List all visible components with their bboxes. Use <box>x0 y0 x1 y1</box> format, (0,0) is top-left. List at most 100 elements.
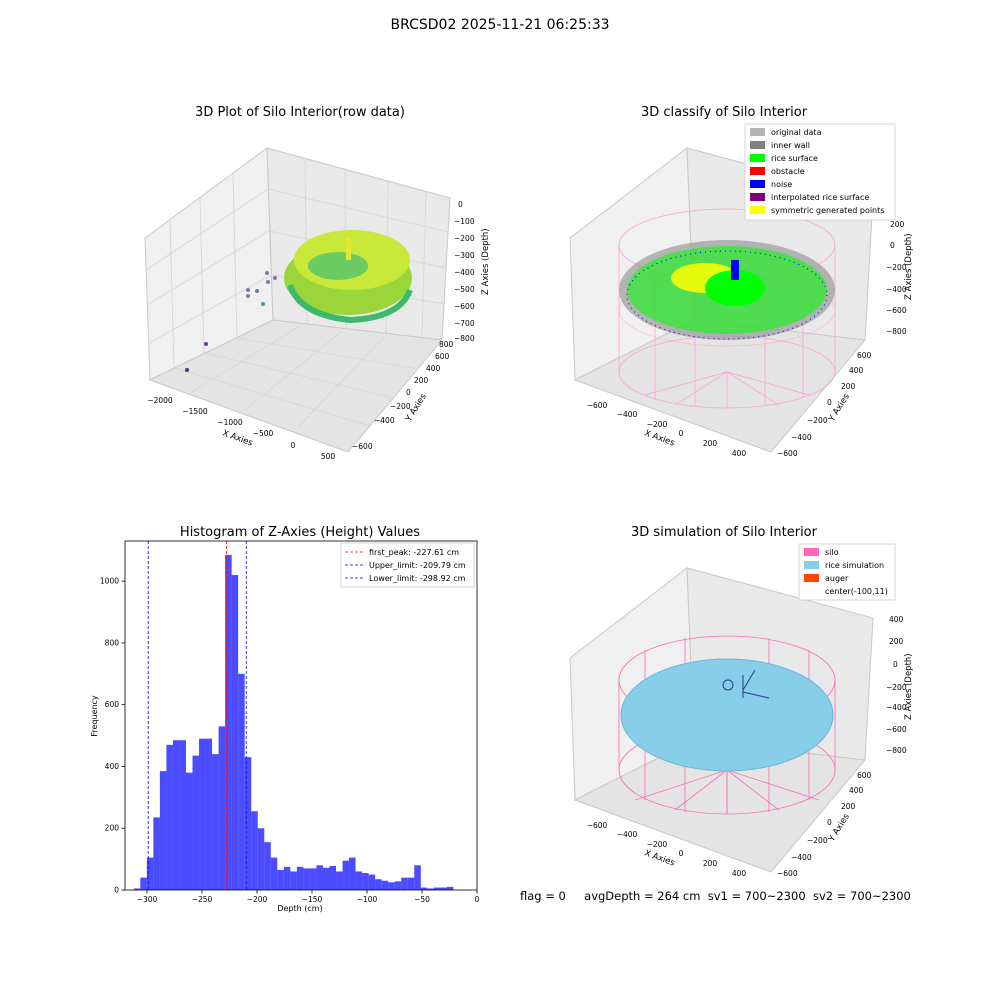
legend-label: original data <box>771 128 822 137</box>
svg-text:−200: −200 <box>807 836 828 845</box>
rice-simulation-surface <box>620 658 834 772</box>
histogram-bar <box>336 871 343 890</box>
cloud-rim <box>287 283 413 324</box>
histogram-bar <box>159 771 167 890</box>
rice-surface-core <box>705 270 765 306</box>
svg-text:−600: −600 <box>454 302 475 311</box>
histogram-bar <box>264 842 271 890</box>
legend-swatch-interpolated <box>750 193 765 201</box>
y-tick-label: 200 <box>105 824 120 833</box>
z-tick-labels: 200 0 −200 −400 −600 −800 <box>886 220 907 336</box>
x-tick-label: −200 <box>247 895 268 904</box>
legend-label: rice simulation <box>825 561 884 570</box>
svg-text:−400: −400 <box>617 830 638 839</box>
histogram-bar <box>205 738 213 890</box>
histogram-bar <box>179 740 186 890</box>
raw-point-cloud <box>185 230 413 372</box>
legend-swatch-original <box>750 128 765 136</box>
auger-marker <box>722 669 770 699</box>
histogram-bar <box>414 865 421 890</box>
histogram-bar <box>440 887 447 890</box>
histogram-bar <box>322 867 330 890</box>
histogram-bar <box>349 857 356 890</box>
svg-text:−600: −600 <box>587 821 608 830</box>
flag-text: flag = 0 <box>520 889 566 903</box>
histogram-bar <box>185 772 193 890</box>
svg-text:−600: −600 <box>587 401 608 410</box>
y-tick-label: 1000 <box>100 577 119 586</box>
svg-text:−200: −200 <box>390 402 411 411</box>
svg-text:−1000: −1000 <box>217 418 243 427</box>
histogram-bar <box>277 869 284 890</box>
z-axis-label: Z Axies (Depth) <box>481 228 491 295</box>
legend-label: obstacle <box>771 167 805 176</box>
legend-label: noise <box>771 180 792 189</box>
legend-label: symmetric generated points <box>771 206 884 215</box>
histogram-bar <box>212 754 219 890</box>
legend-label: inner wall <box>771 141 810 150</box>
svg-text:400: 400 <box>849 366 864 375</box>
x-tick-label: −300 <box>137 895 158 904</box>
sv1-text: sv1 = 700~2300 <box>707 889 806 903</box>
svg-text:600: 600 <box>857 351 872 360</box>
classified-point-cloud <box>619 240 835 340</box>
svg-text:−600: −600 <box>777 869 798 878</box>
svg-text:−200: −200 <box>807 416 828 425</box>
z-tick-labels: 400 200 0 −200 −400 −600 −800 <box>886 615 907 755</box>
x-axis-label: X Axies <box>643 428 676 448</box>
svg-text:−300: −300 <box>454 251 475 260</box>
x-tick-labels: −600 −400 −200 0 200 400 <box>587 401 747 458</box>
legend-label: Lower_limit: -298.92 cm <box>369 574 466 583</box>
svg-text:−800: −800 <box>454 334 475 343</box>
histogram-bar <box>303 868 310 890</box>
svg-text:−2000: −2000 <box>147 396 173 405</box>
histogram-bar <box>199 738 206 890</box>
legend-label: Upper_limit: -209.79 cm <box>369 561 466 570</box>
panel-title: 3D simulation of Silo Interior <box>631 525 818 540</box>
legend-swatch-noise <box>750 180 765 188</box>
plot-frame <box>124 540 478 891</box>
histogram-bar <box>427 888 434 890</box>
svg-text:400: 400 <box>732 449 747 458</box>
histogram-bar <box>166 744 173 890</box>
histogram-bar <box>140 877 147 890</box>
svg-text:−200: −200 <box>886 263 907 272</box>
panel-title: 3D Plot of Silo Interior(row data) <box>195 105 405 120</box>
y-axis-label: Y Axies <box>827 392 853 425</box>
histogram-bar <box>146 857 154 890</box>
histogram-bar <box>329 865 337 890</box>
svg-text:−200: −200 <box>454 234 475 243</box>
status-footer: flag = 0 avgDepth = 264 cm sv1 = 700~230… <box>520 889 990 903</box>
outlier-points <box>185 271 277 372</box>
svg-text:800: 800 <box>439 340 454 349</box>
svg-text:−100: −100 <box>454 217 475 226</box>
histogram-bar <box>388 882 395 890</box>
svg-text:200: 200 <box>841 382 856 391</box>
svg-text:−400: −400 <box>617 410 638 419</box>
z-tick-labels: 0 −100 −200 −300 −400 −500 −600 −700 −800 <box>454 200 475 343</box>
svg-text:−400: −400 <box>791 853 812 862</box>
svg-text:−400: −400 <box>374 416 395 425</box>
histogram-bar <box>362 873 369 890</box>
histogram-bar <box>172 740 180 890</box>
legend-label: center(-100,11) <box>825 587 888 596</box>
x-axis-label: Depth (cm) <box>277 904 322 913</box>
svg-text:−500: −500 <box>253 429 274 438</box>
figure-title: BRCSD02 2025-11-21 06:25:33 <box>390 17 610 33</box>
y-tick-label: 400 <box>105 762 120 771</box>
histogram-bar <box>342 860 350 890</box>
histogram-bar <box>270 857 278 890</box>
sv2-text: sv2 = 700~2300 <box>812 889 911 903</box>
noise-ring <box>626 250 828 340</box>
cloud-hollow <box>308 252 368 280</box>
svg-text:200: 200 <box>414 376 429 385</box>
histogram-bar <box>381 880 389 890</box>
svg-text:400: 400 <box>889 615 904 624</box>
svg-text:−400: −400 <box>886 285 907 294</box>
histogram-bar <box>420 887 428 890</box>
histogram-bar <box>316 865 323 890</box>
svg-text:−800: −800 <box>886 327 907 336</box>
histogram-legend: first_peak: -227.61 cm Upper_limit: -209… <box>340 542 475 588</box>
svg-text:200: 200 <box>703 859 718 868</box>
svg-text:−600: −600 <box>777 449 798 458</box>
